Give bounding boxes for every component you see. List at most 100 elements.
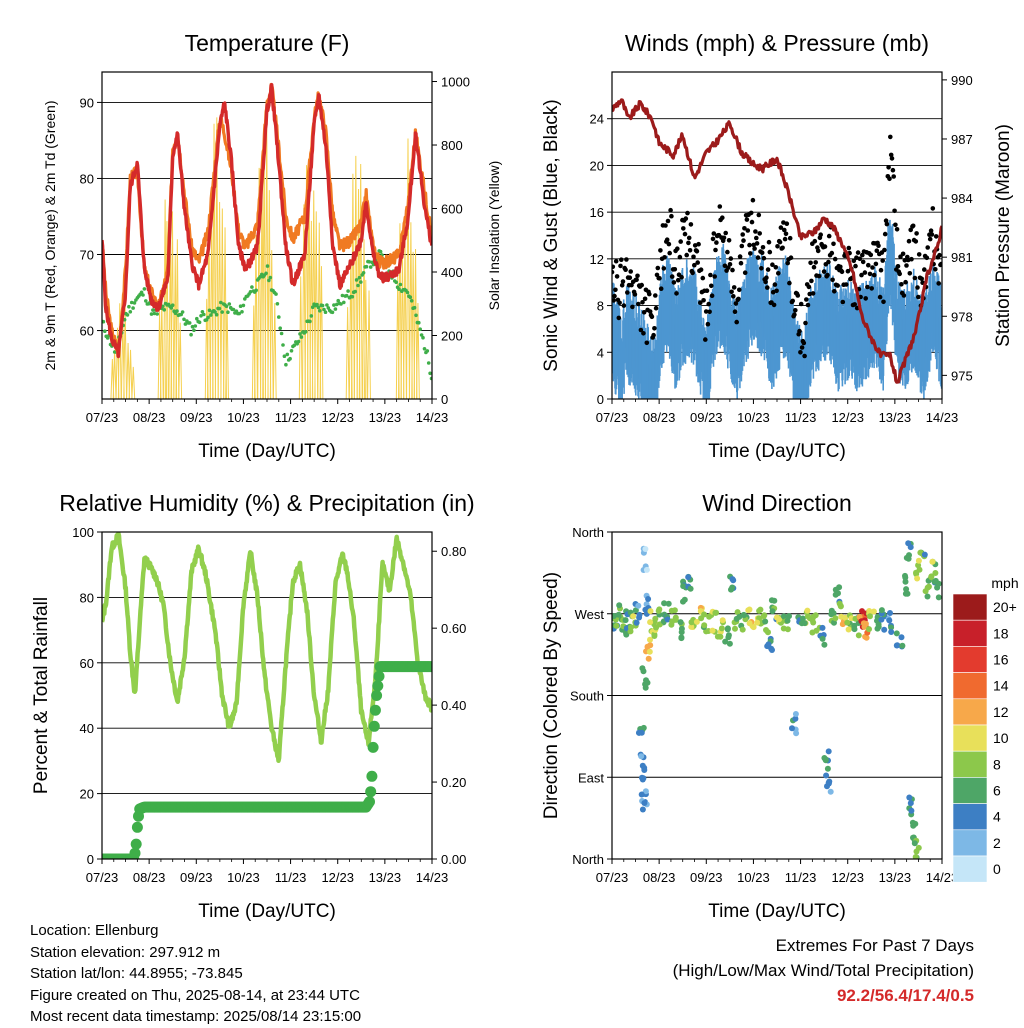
- dewpoint-point: [193, 324, 198, 328]
- wind-gust-point: [711, 231, 717, 236]
- wind-direction-point: [718, 625, 725, 632]
- wind-gust-point: [773, 265, 779, 270]
- wind-direction-point: [915, 562, 922, 569]
- wind-gust-point: [825, 272, 830, 278]
- wind-direction-point: [915, 557, 922, 564]
- solar-insolation-trace: [212, 123, 216, 399]
- wind-gust-point: [701, 298, 706, 303]
- wind-gust-point: [892, 208, 897, 214]
- wind-gust-point: [674, 291, 679, 296]
- humidity-y2tick-label: 0.60: [441, 621, 466, 636]
- humidity-y2tick-label: 0.00: [441, 852, 466, 867]
- wind-direction-point: [739, 626, 746, 633]
- wind-gust-point: [692, 262, 697, 268]
- wind-gust-point: [937, 252, 942, 258]
- direction-xtick-label: 12/23: [831, 870, 864, 885]
- solar-insolation-trace: [254, 235, 258, 399]
- dewpoint-point: [197, 320, 202, 325]
- wind-gust-point: [685, 210, 690, 216]
- solar-insolation-trace: [416, 303, 420, 399]
- wind-direction-point: [801, 620, 808, 627]
- wind-gust-point: [749, 219, 755, 225]
- wind-direction-point: [613, 622, 620, 629]
- dewpoint-point: [325, 303, 329, 307]
- wind-gust-point: [667, 250, 672, 256]
- wind-direction-point: [832, 615, 839, 622]
- winds-xtick-label: 08/23: [643, 410, 676, 425]
- solar-insolation-trace: [220, 208, 225, 399]
- humidity-xtick-label: 13/23: [369, 870, 402, 885]
- info-elevation: Station elevation: 297.912 m: [30, 943, 221, 961]
- wind-direction-point: [773, 614, 780, 621]
- wind-direction-point: [616, 602, 623, 609]
- solar-insolation-trace: [267, 190, 272, 399]
- colorbar-label: 2: [993, 835, 1001, 851]
- colorbar-label: 20+: [993, 599, 1017, 615]
- dewpoint-point: [318, 309, 322, 313]
- precip-point: [367, 741, 379, 753]
- solar-insolation-trace: [350, 173, 355, 399]
- winds-axes-border: [611, 71, 943, 400]
- dewpoint-point: [240, 310, 244, 314]
- wind-gust-point: [782, 236, 788, 242]
- wind-direction-point: [645, 655, 652, 662]
- winds-y2tick-label: 981: [951, 250, 973, 265]
- dewpoint-point: [250, 285, 254, 289]
- wind-gust-point: [703, 337, 708, 342]
- wind-gust-point: [774, 288, 779, 294]
- dewpoint-point: [288, 356, 292, 361]
- wind-direction-point: [810, 619, 817, 626]
- wind-gust-point: [811, 264, 817, 270]
- dewpoint-point: [274, 292, 278, 296]
- wind-direction-point: [913, 848, 920, 855]
- wind-direction-point: [870, 608, 877, 615]
- wind-direction-point: [832, 586, 839, 593]
- direction-ylabel: Direction (Colored By Speed): [541, 572, 562, 819]
- temperature-xtick-label: 11/23: [275, 410, 307, 425]
- wind-gust-point: [686, 235, 692, 241]
- wind-gust-point: [930, 206, 936, 211]
- precip-point: [365, 786, 377, 798]
- direction-ytick-label: South: [570, 689, 604, 704]
- wind-gust-point: [720, 215, 725, 220]
- colorbar-label: 10: [993, 730, 1009, 746]
- wind-gust-point: [767, 249, 773, 255]
- wind-gust-point: [698, 300, 703, 306]
- dewpoint-point: [364, 264, 369, 269]
- wind-direction-point: [931, 578, 938, 585]
- dewpoint-point: [298, 332, 302, 336]
- wind-gust-point: [729, 289, 734, 295]
- wind-gust-point: [730, 267, 735, 273]
- solar-insolation-trace: [223, 227, 227, 399]
- dewpoint-point: [219, 300, 223, 305]
- wind-gust-point: [808, 260, 813, 266]
- wind-direction-point: [769, 647, 775, 653]
- solar-insolation-trace: [159, 299, 164, 399]
- wind-gust-point: [900, 251, 906, 257]
- dewpoint-point: [202, 312, 206, 317]
- dewpoint-point: [296, 339, 301, 344]
- dewpoint-point: [224, 304, 229, 309]
- wind-gust-point: [895, 264, 901, 269]
- wind-gust-point: [859, 272, 864, 278]
- colorbar-label: 18: [993, 625, 1009, 641]
- wind-direction-point: [905, 555, 912, 562]
- wind-gust-point: [924, 255, 930, 261]
- wind-gust-point: [855, 250, 861, 255]
- solar-insolation-trace: [131, 366, 136, 399]
- pressure-line: [612, 98, 942, 384]
- wind-direction-point: [768, 597, 775, 604]
- wind-direction-point: [837, 603, 844, 610]
- wind-direction-point: [913, 569, 919, 576]
- wind-gust-point: [870, 265, 875, 270]
- wind-gust-point: [765, 267, 771, 272]
- wind-gust-point: [640, 300, 645, 305]
- wind-direction-point: [651, 631, 658, 638]
- wind-direction-point: [623, 629, 629, 636]
- wind-gust-point: [679, 274, 684, 280]
- wind-direction-point: [745, 607, 752, 614]
- wind-gust-point: [887, 176, 892, 182]
- colorbar-label: 0: [993, 861, 1001, 877]
- humidity-xtick-label: 11/23: [275, 870, 307, 885]
- dewpoint-point: [217, 306, 222, 311]
